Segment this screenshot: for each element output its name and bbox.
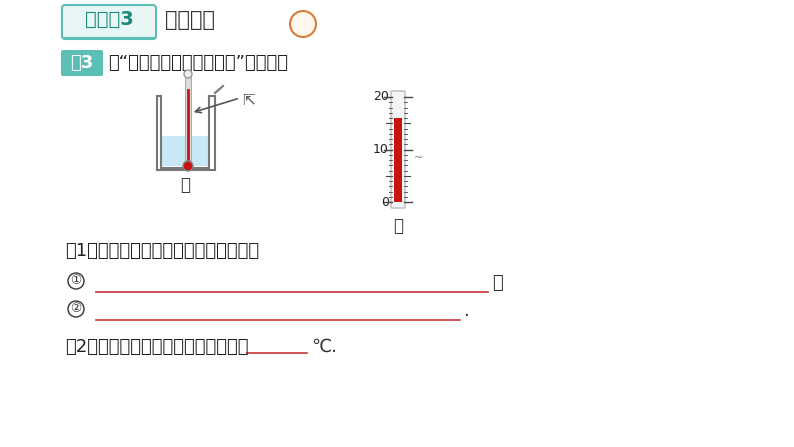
- Text: 在“用温度计测量水的温度”实验中：: 在“用温度计测量水的温度”实验中：: [108, 54, 288, 72]
- Circle shape: [290, 11, 316, 37]
- Text: 20: 20: [373, 90, 389, 104]
- Circle shape: [184, 70, 192, 78]
- Text: ~: ~: [414, 152, 423, 163]
- Text: 10: 10: [373, 143, 389, 156]
- FancyBboxPatch shape: [61, 50, 103, 76]
- Text: 乙: 乙: [393, 217, 403, 235]
- Text: 重点: 重点: [297, 19, 309, 29]
- FancyBboxPatch shape: [391, 91, 405, 208]
- FancyBboxPatch shape: [62, 5, 156, 39]
- Text: 例3: 例3: [71, 54, 94, 72]
- Text: 甲: 甲: [180, 176, 190, 194]
- Text: 测量温度: 测量温度: [165, 10, 215, 30]
- Bar: [394, 118, 402, 202]
- Polygon shape: [161, 136, 209, 166]
- Text: 0: 0: [381, 195, 389, 208]
- Text: ℃.: ℃.: [311, 338, 337, 356]
- Text: （2）温度计示数如图乙所示，应记为: （2）温度计示数如图乙所示，应记为: [65, 338, 249, 356]
- Text: .: .: [463, 302, 468, 320]
- Text: ①: ①: [71, 274, 82, 287]
- Text: ⇱: ⇱: [242, 93, 255, 108]
- Text: ；: ；: [492, 274, 503, 292]
- Text: （1）请指出图甲所示操作的错误之处：: （1）请指出图甲所示操作的错误之处：: [65, 242, 259, 260]
- Text: 知识点3: 知识点3: [85, 10, 133, 29]
- Circle shape: [183, 161, 193, 171]
- Text: ②: ②: [71, 303, 82, 316]
